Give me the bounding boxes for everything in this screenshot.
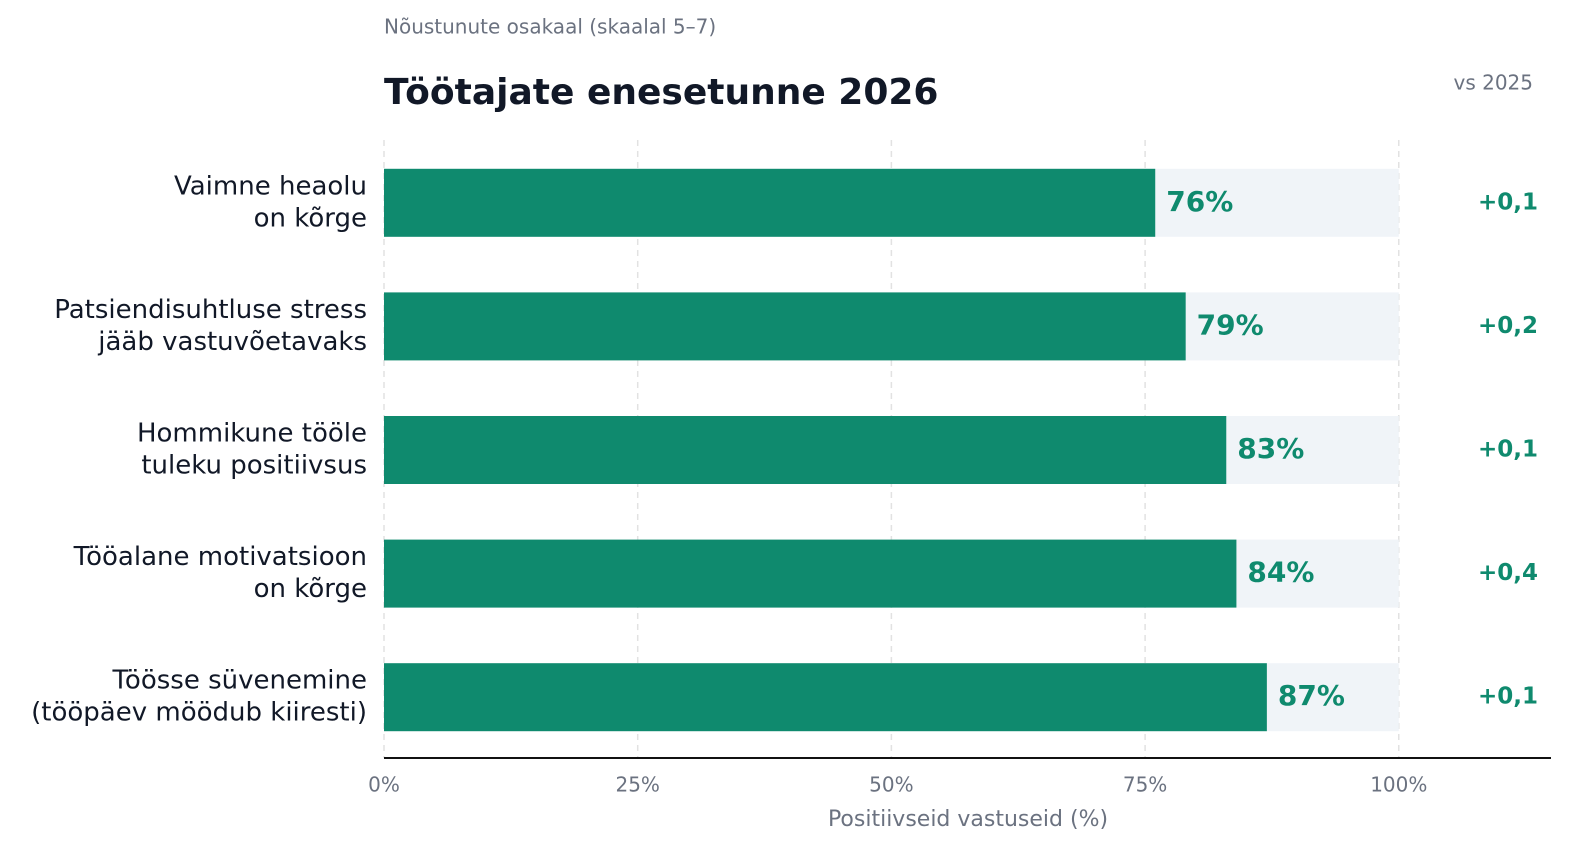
annotation: +0,1 bbox=[1478, 437, 1538, 463]
value-label: 79% bbox=[1197, 308, 1264, 341]
bar bbox=[384, 416, 1227, 484]
y-tick-label: Tööalane motivatsioon bbox=[73, 542, 367, 572]
y-tick-label: Vaimne heaolu bbox=[174, 171, 367, 201]
y-tick-label: Patsiendisuhtluse stress bbox=[54, 295, 367, 325]
value-label: 84% bbox=[1247, 556, 1314, 589]
x-tick-label: 50% bbox=[869, 773, 913, 797]
y-tick-label: Hommikune tööle bbox=[137, 419, 367, 449]
annotation-header: vs 2025 bbox=[1453, 71, 1533, 95]
y-tick-label: jääb vastuvõetavaks bbox=[97, 327, 367, 357]
x-tick-label: 75% bbox=[1123, 773, 1167, 797]
y-tick-label: Töösse süvenemine bbox=[111, 666, 367, 696]
bar bbox=[384, 292, 1186, 361]
chart-subtitle: Nõustunute osakaal (skaalal 5–7) bbox=[384, 15, 716, 39]
x-tick-label: 0% bbox=[368, 773, 400, 797]
x-axis-label: Positiivseid vastuseid (%) bbox=[828, 807, 1108, 832]
annotation: +0,1 bbox=[1478, 684, 1538, 710]
bar bbox=[384, 663, 1267, 732]
bar bbox=[384, 539, 1237, 608]
y-tick-label: on kõrge bbox=[254, 203, 367, 233]
chart-title: Töötajate enesetunne 2026 bbox=[384, 72, 938, 113]
value-label: 87% bbox=[1278, 679, 1345, 712]
x-tick-label: 25% bbox=[615, 773, 659, 797]
annotation: +0,4 bbox=[1478, 560, 1538, 586]
value-label: 83% bbox=[1237, 432, 1304, 465]
annotation: +0,2 bbox=[1478, 313, 1538, 339]
y-tick-label: on kõrge bbox=[254, 574, 367, 604]
value-label: 76% bbox=[1166, 185, 1233, 218]
bar bbox=[384, 168, 1156, 237]
y-tick-label: tuleku positiivsus bbox=[141, 451, 367, 481]
annotation: +0,1 bbox=[1478, 189, 1538, 215]
x-tick-label: 100% bbox=[1370, 773, 1427, 797]
y-tick-label: (tööpäev möödub kiiresti) bbox=[31, 698, 367, 728]
